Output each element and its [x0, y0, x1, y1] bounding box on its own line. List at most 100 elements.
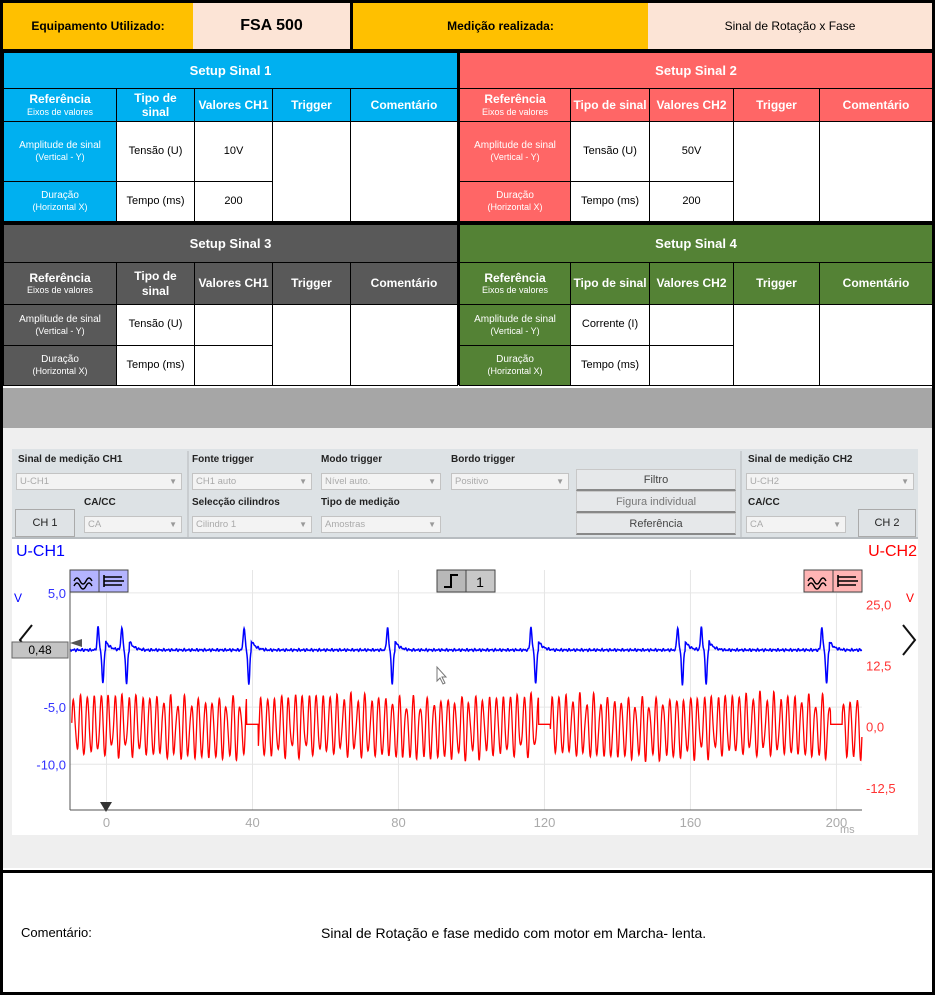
- ch2-signal-select[interactable]: U-CH2 ▼: [746, 473, 914, 490]
- trigger-source-select[interactable]: CH1 auto ▼: [192, 473, 312, 490]
- setup-title: Setup Sinal 1: [3, 52, 458, 89]
- reference-label: Referência: [484, 92, 546, 107]
- row-amplitude-label: Amplitude de sinal (Vertical - Y): [459, 304, 571, 346]
- setup-signal-1: Setup Sinal 1 Referência Eixos de valores…: [3, 52, 458, 222]
- duration-label: Duração: [496, 190, 534, 202]
- trigger-cell[interactable]: [733, 304, 820, 386]
- duration-type: Tempo (ms): [116, 345, 195, 386]
- amplitude-value[interactable]: 50V: [649, 121, 734, 182]
- dropdown-arrow-icon: ▼: [901, 477, 909, 486]
- oscilloscope-chart: 040801201602005,00,0-5,0-10,025,012,50,0…: [11, 543, 917, 836]
- header-reference: Referência Eixos de valores: [459, 262, 571, 305]
- ch1-signal-label: Sinal de medição CH1: [18, 454, 123, 465]
- header-comment: Comentário: [350, 88, 458, 122]
- setup-title: Setup Sinal 3: [3, 224, 458, 263]
- reference-button[interactable]: Referência: [576, 513, 736, 535]
- comment-cell[interactable]: [350, 121, 458, 222]
- divider: [3, 221, 932, 224]
- row-duration-label: Duração (Horizontal X): [459, 181, 571, 222]
- trigger-channel-value: 1: [476, 574, 484, 590]
- ch2-coupling-select[interactable]: CA ▼: [746, 516, 846, 533]
- trigger-edge-icon[interactable]: [436, 569, 467, 593]
- cylinder-select[interactable]: Cilindro 1 ▼: [192, 516, 312, 533]
- header-trigger: Trigger: [733, 262, 820, 305]
- mouse-cursor-icon: [436, 665, 448, 685]
- ch2-label: U-CH2: [868, 543, 917, 560]
- header-signal-type: Tipo de sinal: [570, 262, 650, 305]
- x-tick-label: 200: [826, 815, 848, 830]
- dropdown-arrow-icon: ▼: [169, 520, 177, 529]
- dropdown-arrow-icon: ▼: [428, 477, 436, 486]
- measure-type-select[interactable]: Amostras ▼: [321, 516, 441, 533]
- trigger-position-marker-icon[interactable]: [100, 802, 112, 812]
- divider: [457, 52, 459, 385]
- single-figure-button[interactable]: Figura individual: [576, 491, 736, 513]
- duration-value[interactable]: [649, 345, 734, 386]
- ch1-coupling-select[interactable]: CA ▼: [84, 516, 182, 533]
- trigger-mode-select[interactable]: Nível auto. ▼: [321, 473, 441, 490]
- dropdown-arrow-icon: ▼: [169, 477, 177, 486]
- amplitude-sublabel: (Vertical - Y): [490, 152, 540, 163]
- comment-section: Comentário: Sinal de Rotação e fase medi…: [3, 870, 932, 992]
- row-amplitude-label: Amplitude de sinal (Vertical - Y): [459, 121, 571, 182]
- ch2-reference-arrow-icon[interactable]: [832, 569, 863, 593]
- trigger-cell[interactable]: [272, 121, 351, 222]
- amplitude-value[interactable]: 10V: [194, 121, 273, 182]
- duration-label: Duração: [41, 354, 79, 366]
- trigger-cell[interactable]: [272, 304, 351, 386]
- duration-value[interactable]: [194, 345, 273, 386]
- divider: [3, 49, 932, 52]
- x-tick-label: 160: [680, 815, 702, 830]
- ch2-unit: V: [906, 591, 914, 605]
- row-duration-label: Duração (Horizontal X): [459, 345, 571, 386]
- ch2-tick-label: -12,5: [866, 781, 896, 796]
- cylinder-label: Selecção cilindros: [192, 497, 280, 508]
- comment-cell[interactable]: [350, 304, 458, 386]
- amplitude-label: Amplitude de sinal: [474, 313, 556, 325]
- ch1-offset-marker[interactable]: 0,48: [11, 639, 82, 659]
- trigger-edge-select[interactable]: Positivo ▼: [451, 473, 569, 490]
- duration-value[interactable]: 200: [194, 181, 273, 222]
- setup-signal-3: Setup Sinal 3 Referência Eixos de valores…: [3, 224, 458, 386]
- comment-cell[interactable]: [819, 304, 933, 386]
- header-signal-type: Tipo de sinal: [116, 88, 195, 122]
- trigger-source-label: Fonte trigger: [192, 454, 254, 465]
- ch1-series-line: [69, 624, 863, 686]
- amplitude-label: Amplitude de sinal: [474, 140, 556, 152]
- filter-button[interactable]: Filtro: [576, 469, 736, 491]
- setup-signal-4: Setup Sinal 4 Referência Eixos de valores…: [459, 224, 933, 386]
- scroll-right-icon[interactable]: [902, 624, 917, 656]
- ch2-button[interactable]: CH 2: [858, 509, 916, 537]
- comment-cell[interactable]: [819, 121, 933, 222]
- header-reference: Referência Eixos de valores: [459, 88, 571, 122]
- ch1-coupling-icon[interactable]: [69, 569, 100, 593]
- reference-label: Referência: [29, 92, 91, 107]
- duration-sublabel: (Horizontal X): [487, 366, 543, 377]
- ch1-reference-arrow-icon[interactable]: [98, 569, 129, 593]
- amplitude-value[interactable]: [649, 304, 734, 346]
- trigger-mode-label: Modo trigger: [321, 454, 383, 465]
- row-duration-label: Duração (Horizontal X): [3, 345, 117, 386]
- header-values: Valores CH1: [194, 88, 273, 122]
- equipment-value: FSA 500: [193, 3, 350, 49]
- ch1-tick-label: 5,0: [48, 586, 66, 601]
- duration-sublabel: (Horizontal X): [32, 366, 88, 377]
- ch2-coupling-icon[interactable]: [803, 569, 834, 593]
- trigger-cell[interactable]: [733, 121, 820, 222]
- trigger-channel-indicator[interactable]: 1: [465, 569, 496, 593]
- setup-signal-2: Setup Sinal 2 Referência Eixos de valores…: [459, 52, 933, 222]
- duration-type: Tempo (ms): [570, 345, 650, 386]
- trigger-source-value: CH1 auto: [196, 476, 237, 487]
- duration-sublabel: (Horizontal X): [32, 202, 88, 213]
- duration-value[interactable]: 200: [649, 181, 734, 222]
- header-comment: Comentário: [350, 262, 458, 305]
- ch1-signal-select[interactable]: U-CH1 ▼: [16, 473, 182, 490]
- amplitude-label: Amplitude de sinal: [19, 313, 101, 325]
- amplitude-value[interactable]: [194, 304, 273, 346]
- trigger-edge-label: Bordo trigger: [451, 454, 515, 465]
- comment-text: Sinal de Rotação e fase medido com motor…: [321, 925, 707, 941]
- amplitude-sublabel: (Vertical - Y): [35, 325, 85, 336]
- ch1-button[interactable]: CH 1: [15, 509, 75, 537]
- ch2-coupling-value: CA: [750, 519, 764, 530]
- reference-label: Referência: [484, 270, 546, 285]
